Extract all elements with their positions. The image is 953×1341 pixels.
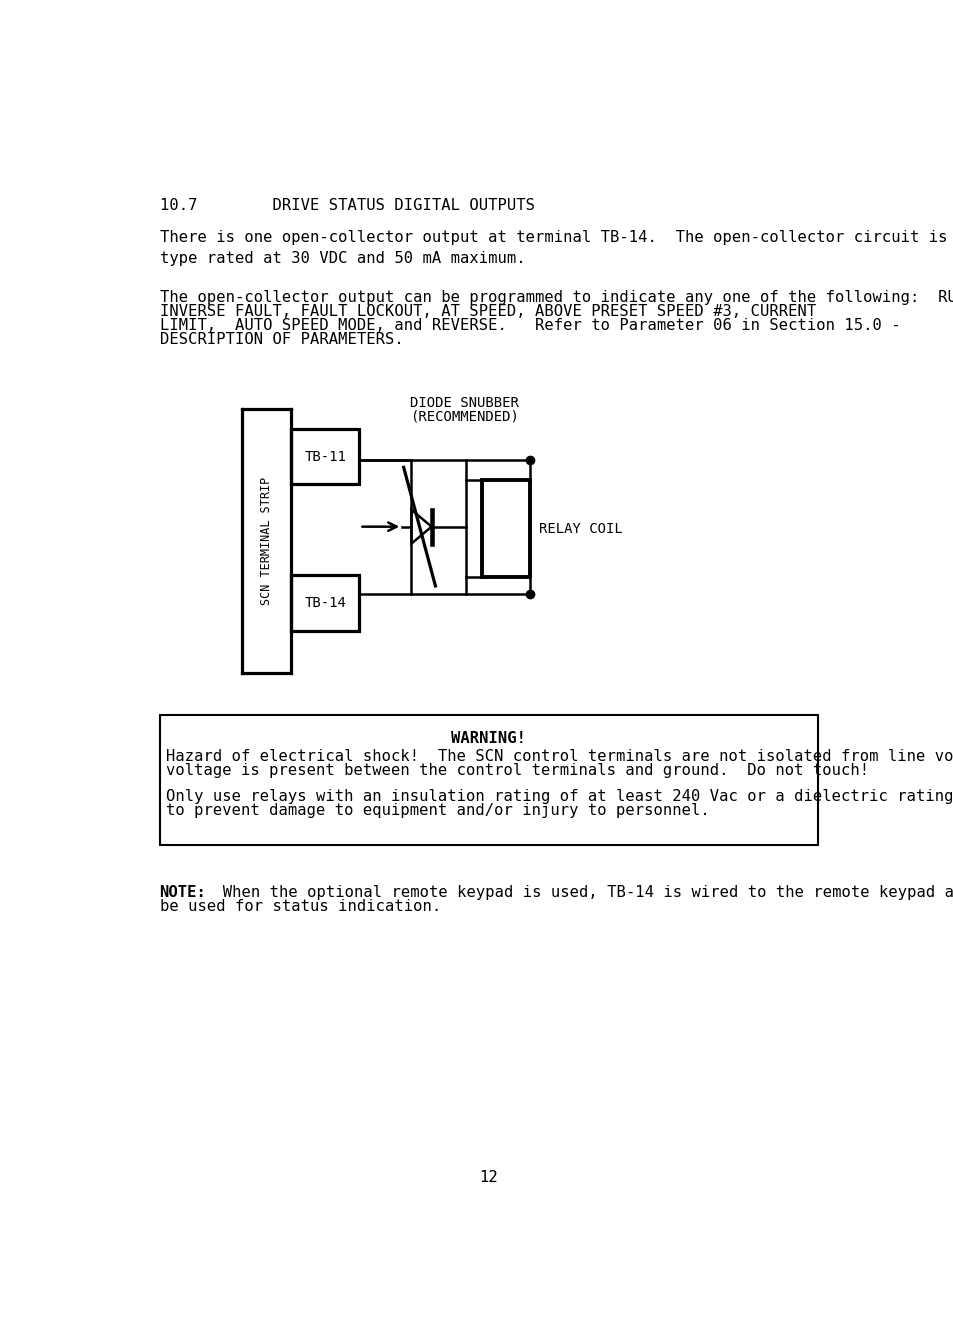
Text: RELAY COIL: RELAY COIL [538,522,622,535]
Text: Only use relays with an insulation rating of at least 240 Vac or a dielectric ra: Only use relays with an insulation ratin… [166,790,953,805]
Bar [291,429,359,484]
Text: There is one open-collector output at terminal TB-14.  The open-collector circui: There is one open-collector output at te… [159,231,953,266]
Text: LIMIT,  AUTO SPEED MODE, and REVERSE.   Refer to Parameter 06 in Section 15.0 -: LIMIT, AUTO SPEED MODE, and REVERSE. Ref… [159,318,900,333]
Polygon shape [411,510,431,543]
Text: WARNING!: WARNING! [451,731,526,746]
Text: (RECOMMENDED): (RECOMMENDED) [410,409,518,424]
Text: DIODE SNUBBER: DIODE SNUBBER [410,396,518,410]
Text: 12: 12 [479,1169,497,1184]
Text: NOTE:  When the optional remote keypad is used, TB-14 is wired to the remote key: NOTE: When the optional remote keypad is… [159,885,953,900]
Text: The open-collector output can be programmed to indicate any one of the following: The open-collector output can be program… [159,290,953,306]
Text: 10.7        DRIVE STATUS DIGITAL OUTPUTS: 10.7 DRIVE STATUS DIGITAL OUTPUTS [159,198,534,213]
Text: SCN TERMINAL STRIP: SCN TERMINAL STRIP [260,477,273,605]
Text: NOTE:: NOTE: [159,885,206,900]
Bar [481,480,530,577]
Text: DESCRIPTION OF PARAMETERS.: DESCRIPTION OF PARAMETERS. [159,331,403,347]
Bar [159,715,818,845]
Text: be used for status indication.: be used for status indication. [159,898,440,913]
Text: Hazard of electrical shock!  The SCN control terminals are not isolated from lin: Hazard of electrical shock! The SCN cont… [166,750,953,764]
Text: to prevent damage to equipment and/or injury to personnel.: to prevent damage to equipment and/or in… [166,803,709,818]
Bar [291,575,359,630]
Text: INVERSE FAULT, FAULT LOCKOUT, AT SPEED, ABOVE PRESET SPEED #3, CURRENT: INVERSE FAULT, FAULT LOCKOUT, AT SPEED, … [159,304,815,319]
Text: TB-14: TB-14 [304,595,346,610]
Text: voltage is present between the control terminals and ground.  Do not touch!: voltage is present between the control t… [166,763,868,778]
Text: TB-11: TB-11 [304,449,346,464]
Text: When the optional remote keypad is used, TB-14 is wired to the remote keypad and: When the optional remote keypad is used,… [204,885,953,900]
